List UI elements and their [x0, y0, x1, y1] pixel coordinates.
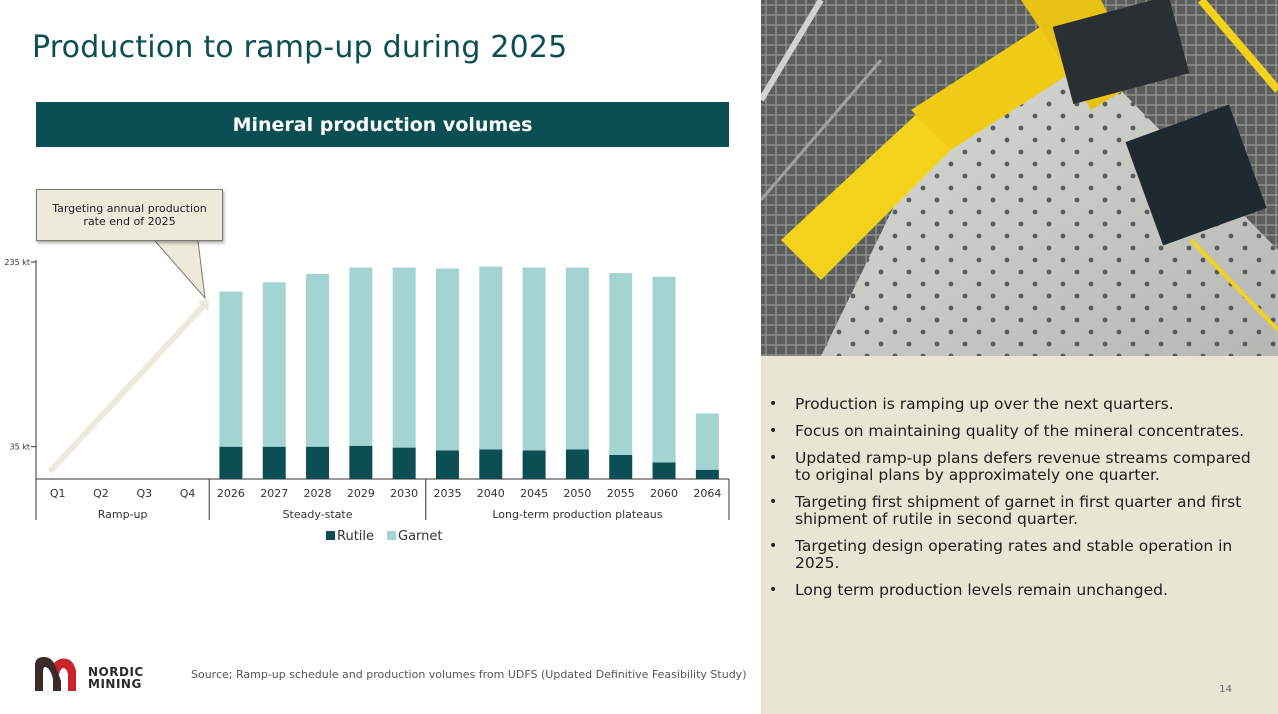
x-tick-label: 2027 — [260, 487, 288, 500]
bullet-item: Updated ramp-up plans defers revenue str… — [769, 450, 1267, 484]
bar-garnet — [392, 267, 416, 448]
y-tick-label: 35 kt — [10, 443, 31, 452]
x-tick-label: Q1 — [50, 487, 66, 500]
callout-pointer — [153, 240, 206, 300]
group-label: Long-term production plateaus — [492, 508, 662, 521]
bar-rutile — [522, 450, 546, 479]
x-tick-label: Q2 — [93, 487, 109, 500]
logo-word-top: NORDIC — [88, 665, 144, 679]
x-tick-label: 2030 — [390, 487, 418, 500]
bar-garnet — [652, 276, 676, 463]
x-tick-label: 2064 — [693, 487, 721, 500]
x-tick-label: 2060 — [650, 487, 678, 500]
bullet-panel: Production is ramping up over the next q… — [761, 356, 1278, 714]
chart-banner: Mineral production volumes — [36, 102, 729, 147]
bullet-item: Targeting first shipment of garnet in fi… — [769, 494, 1267, 528]
x-tick-label: 2055 — [607, 487, 635, 500]
bar-rutile — [652, 462, 676, 479]
bullet-item: Long term production levels remain uncha… — [769, 582, 1267, 600]
bar-garnet — [479, 266, 503, 450]
x-tick-label: 2050 — [563, 487, 591, 500]
x-tick-label: 2035 — [433, 487, 461, 500]
bar-rutile — [219, 446, 243, 479]
callout-box: Targeting annual production rate end of … — [36, 189, 223, 241]
bar-rutile — [306, 446, 330, 479]
bar-rutile — [349, 445, 373, 479]
bar-garnet — [219, 291, 243, 447]
x-tick-label: Q4 — [180, 487, 196, 500]
group-label: Steady-state — [283, 508, 353, 521]
x-tick-label: 2026 — [217, 487, 245, 500]
bar-rutile — [479, 449, 503, 479]
x-tick-label: 2045 — [520, 487, 548, 500]
bar-garnet — [435, 268, 459, 451]
page-title: Production to ramp-up during 2025 — [32, 30, 568, 65]
photo-illustration — [761, 0, 1278, 356]
bar-rutile — [695, 469, 719, 479]
x-tick-label: 2040 — [477, 487, 505, 500]
nordic-mining-logo-icon — [35, 657, 76, 691]
bullet-list: Production is ramping up over the next q… — [769, 396, 1267, 609]
page-number: 14 — [1219, 684, 1232, 695]
legend-swatch-rutile — [326, 531, 335, 540]
bar-rutile — [262, 446, 286, 479]
production-chart: 35 kt 235 kt Q1 Q2 Q3 Q4 2026 2027 2028 2029 2030 2… — [4, 240, 730, 544]
bullet-item: Focus on maintaining quality of the mine… — [769, 423, 1267, 441]
legend-label-rutile: Rutile — [337, 529, 374, 544]
bar-rutile — [565, 449, 589, 479]
ramp-up-arrowhead — [197, 299, 210, 312]
bar-garnet — [695, 413, 719, 470]
bar-garnet — [565, 267, 589, 450]
legend-label-garnet: Garnet — [398, 529, 443, 544]
bar-rutile — [609, 454, 633, 479]
bullet-item: Production is ramping up over the next q… — [769, 396, 1267, 414]
group-label: Ramp-up — [98, 508, 148, 521]
x-tick-label: 2028 — [304, 487, 332, 500]
bullet-item: Targeting design operating rates and sta… — [769, 538, 1267, 572]
bar-garnet — [522, 267, 546, 451]
bar-garnet — [349, 267, 373, 446]
logo-wordmark: NORDIC MINING — [88, 666, 144, 690]
bar-rutile — [435, 450, 459, 479]
legend-swatch-garnet — [387, 531, 396, 540]
source-note: Source; Ramp-up schedule and production … — [191, 668, 747, 681]
logo-word-bottom: MINING — [88, 677, 142, 691]
bar-rutile — [392, 447, 416, 479]
ramp-up-arrow — [48, 300, 209, 473]
y-tick-label: 235 kt — [4, 258, 30, 267]
x-tick-label: Q3 — [136, 487, 152, 500]
bar-garnet — [262, 282, 286, 447]
x-tick-label: 2029 — [347, 487, 375, 500]
bar-garnet — [609, 273, 633, 455]
mill-equipment-photo — [761, 0, 1278, 356]
bar-garnet — [306, 274, 330, 447]
